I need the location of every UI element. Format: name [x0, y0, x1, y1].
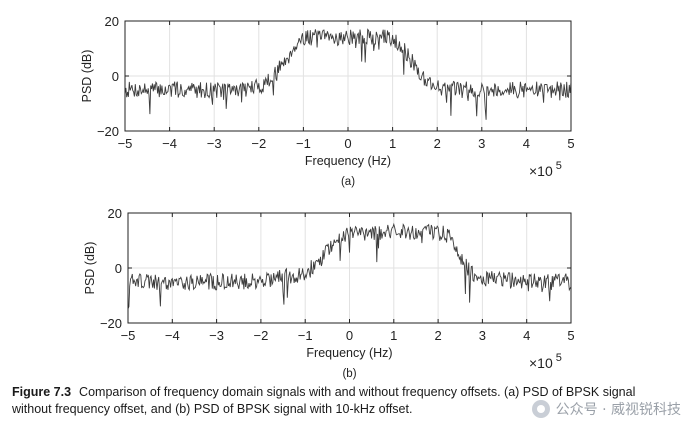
x-axis-label: Frequency (Hz)	[305, 154, 391, 168]
x-tick-label: 2	[434, 328, 441, 343]
x-tick-label: −3	[207, 136, 222, 151]
x-tick-label: 4	[523, 328, 530, 343]
watermark: 公众号 · 威视锐科技	[531, 399, 681, 419]
y-tick-label: 20	[108, 206, 122, 221]
x-tick-label: −2	[253, 328, 268, 343]
x-tick-label: −5	[121, 328, 136, 343]
figure-caption: Figure 7.3 Comparison of frequency domain…	[12, 384, 652, 418]
x-tick-label: 0	[344, 136, 351, 151]
x-tick-label: 1	[390, 328, 397, 343]
x-tick-label: −2	[251, 136, 266, 151]
y-tick-label: 0	[112, 69, 119, 84]
x-tick-label: 0	[346, 328, 353, 343]
y-tick-label: −20	[97, 124, 119, 139]
x-tick-label: 3	[478, 136, 485, 151]
x-tick-label: −4	[165, 328, 180, 343]
y-tick-label: 0	[115, 261, 122, 276]
psd-trace	[124, 28, 572, 120]
x-tick-label: −1	[296, 136, 311, 151]
x-tick-label: 2	[434, 136, 441, 151]
y-axis-label: PSD (dB)	[80, 50, 94, 103]
caption-text: Comparison of frequency domain signals w…	[12, 385, 636, 416]
watermark-text: 公众号 · 威视锐科技	[555, 402, 681, 418]
x-tick-label: −5	[118, 136, 133, 151]
x-axis-label: Frequency (Hz)	[306, 346, 392, 360]
y-tick-label: −20	[100, 316, 122, 331]
panel-b-chart: −5 −4 −3 −2 −1 0 1 2 3 4 5 −20 0 20 PSD (dB) Frequency …	[83, 206, 575, 380]
x-tick-label: −4	[162, 136, 177, 151]
psd-trace	[127, 222, 572, 309]
x-tick-label: −3	[209, 328, 224, 343]
panel-label: (b)	[342, 368, 356, 380]
x-tick-label: 1	[389, 136, 396, 151]
x-axis-multiplier: ×10 5	[529, 352, 562, 371]
y-tick-label: 20	[105, 14, 119, 29]
x-tick-label: 5	[567, 328, 574, 343]
wechat-icon	[531, 400, 550, 418]
x-tick-label: −1	[298, 328, 313, 343]
caption-label: Figure 7.3	[12, 385, 72, 399]
x-tick-label: 3	[479, 328, 486, 343]
y-axis-label: PSD (dB)	[83, 242, 97, 295]
panel-label: (a)	[341, 176, 355, 188]
x-tick-label: 5	[567, 136, 574, 151]
panel-a-chart: −5 −4 −3 −2 −1 0 1 2 3 4 5 −20 0 20 PSD (dB) Frequency …	[80, 14, 575, 188]
x-axis-multiplier: ×10 5	[529, 160, 562, 179]
x-tick-label: 4	[523, 136, 530, 151]
